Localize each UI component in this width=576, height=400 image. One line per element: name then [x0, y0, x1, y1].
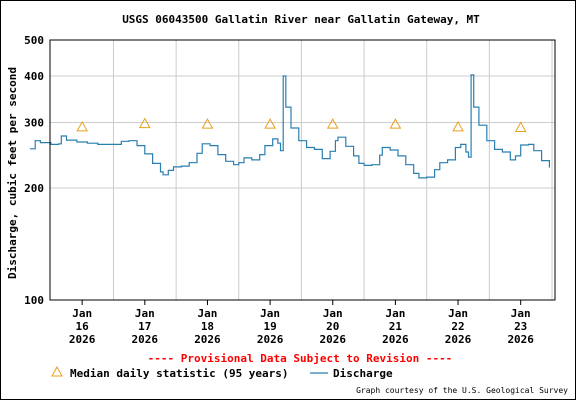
y-tick-label: 100	[24, 294, 44, 307]
x-tick-label: Jan	[385, 307, 405, 320]
plot-area	[50, 40, 555, 300]
x-tick-label: 17	[138, 320, 151, 333]
chart-title: USGS 06043500 Gallatin River near Gallat…	[122, 13, 480, 26]
y-axis-label: Discharge, cubic feet per second	[6, 67, 19, 279]
y-tick-label: 400	[24, 70, 44, 83]
x-tick-label: Jan	[72, 307, 92, 320]
credit-text: Graph courtesy of the U.S. Geological Su…	[356, 386, 568, 395]
x-tick-label: 2026	[257, 333, 284, 346]
x-tick-label: 16	[76, 320, 90, 333]
median-triangle-point	[452, 120, 464, 132]
median-triangle-point	[264, 118, 276, 129]
median-triangle-point	[76, 120, 88, 132]
x-tick-label: 2026	[320, 333, 347, 346]
y-tick-label: 300	[24, 117, 44, 130]
x-tick-label: 2026	[69, 333, 96, 346]
x-tick-label: 19	[263, 320, 276, 333]
legend-median-label: Median daily statistic (95 years)	[70, 367, 289, 380]
provisional-note: ---- Provisional Data Subject to Revisio…	[148, 352, 453, 365]
x-tick-label: Jan	[323, 307, 343, 320]
legend-discharge-label: Discharge	[333, 367, 393, 380]
legend: Median daily statistic (95 years) Discha…	[51, 365, 393, 380]
median-triangle-point	[201, 118, 214, 129]
x-tick-label: 2026	[445, 333, 472, 346]
median-triangle-point	[389, 118, 402, 129]
x-tick-label: Jan	[260, 307, 280, 320]
x-tick-label: 2026	[507, 333, 534, 346]
x-tick-label: 18	[201, 320, 214, 333]
plot-border	[49, 39, 556, 301]
legend-median-triangle-icon	[51, 365, 63, 377]
x-tick-label: Jan	[511, 307, 531, 320]
x-tick-label: 23	[514, 320, 527, 333]
x-tick-label: Jan	[448, 307, 468, 320]
x-tick-label: 2026	[194, 333, 221, 346]
y-tick-label: 500	[24, 34, 44, 47]
median-triangle-point	[326, 118, 339, 129]
median-triangle-point	[138, 117, 151, 129]
median-triangle-point	[514, 121, 527, 132]
x-tick-label: 21	[389, 320, 403, 333]
y-tick-label: 200	[24, 182, 44, 195]
x-tick-label: 2026	[132, 333, 159, 346]
discharge-series-line	[29, 74, 550, 179]
x-tick-label: Jan	[198, 307, 218, 320]
x-tick-label: Jan	[135, 307, 155, 320]
x-tick-label: 20	[326, 320, 339, 333]
x-tick-label: 22	[451, 320, 464, 333]
x-tick-label: 2026	[382, 333, 409, 346]
